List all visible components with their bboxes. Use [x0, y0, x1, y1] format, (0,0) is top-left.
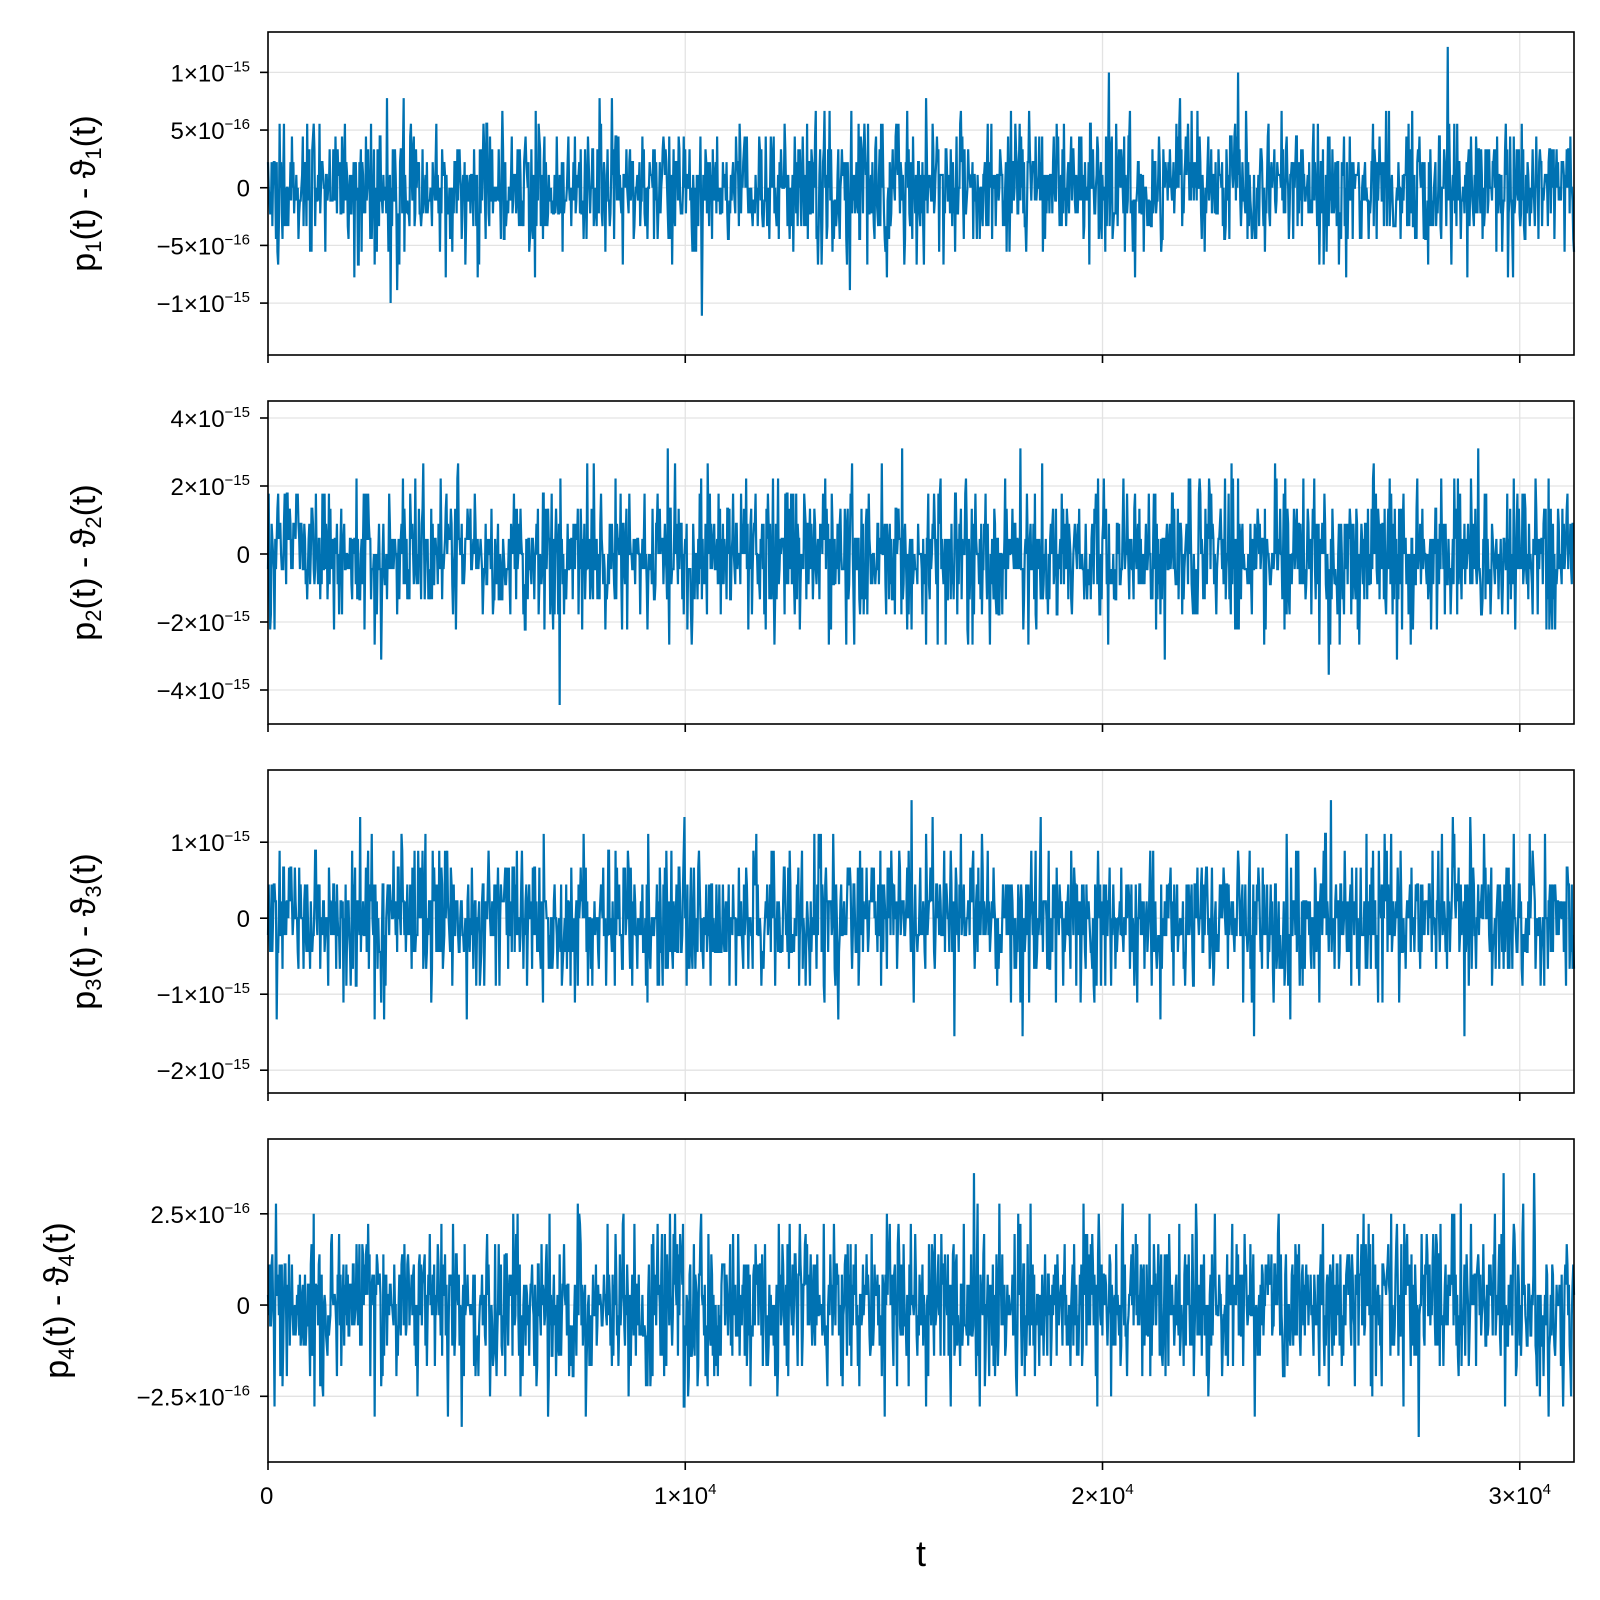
y-tick-label: −5×10−16: [156, 231, 250, 260]
y-tick-label: −4×10−15: [156, 676, 250, 705]
y-tick-label: 5×10−16: [170, 116, 250, 145]
axis-frame: [267, 769, 1575, 1094]
axis-frame: [267, 400, 1575, 725]
y-tick-label: −1×10−15: [156, 980, 250, 1009]
series-line: [266, 800, 1576, 1037]
axis-frame: [267, 1138, 1575, 1463]
x-tick-label: 3×104: [1489, 1481, 1551, 1510]
series-line: [266, 1173, 1576, 1437]
y-tick-label: 4×10−15: [170, 404, 250, 433]
y-tick-label: 1×10−15: [170, 828, 250, 857]
y-tick-label: 0: [237, 1293, 250, 1320]
y-axis-label: p3(t) - ϑ3(t): [65, 853, 106, 1009]
axis-frame: [267, 31, 1575, 356]
panel-4: 2.5×10−16 0 −2.5×10−16 p4(t) - ϑ4(t): [38, 1138, 1576, 1470]
y-axis-label: p1(t) - ϑ1(t): [65, 115, 106, 271]
panel-3: 1×10−15 0 −1×10−15 −2×10−15 p3(t) - ϑ3(t): [65, 769, 1576, 1101]
series-line: [266, 46, 1576, 316]
panel-1: 1×10−15 5×10−16 0 −5×10−16 −1×10−15 p1(t) - ϑ…: [65, 31, 1576, 363]
y-tick-label: 2.5×10−16: [150, 1200, 250, 1229]
y-tick-label: 0: [237, 176, 250, 203]
y-tick-label: 1×10−15: [170, 58, 250, 87]
y-tick-label: −2.5×10−16: [136, 1382, 250, 1411]
y-tick-label: 0: [237, 542, 250, 569]
y-tick-label: −2×10−15: [156, 1056, 250, 1085]
y-axis-label: p4(t) - ϑ4(t): [38, 1222, 79, 1378]
y-tick-label: 0: [237, 906, 250, 933]
series-line: [266, 448, 1574, 705]
x-tick-label: 2×104: [1071, 1481, 1133, 1510]
y-tick-label: −2×10−15: [156, 608, 250, 637]
x-tick-label: 0: [260, 1483, 273, 1510]
y-axis-label: p2(t) - ϑ2(t): [65, 484, 106, 640]
y-tick-label: 2×10−15: [170, 472, 250, 501]
x-tick-label: 1×104: [654, 1481, 716, 1510]
x-axis-label: t: [916, 1533, 926, 1574]
panel-2: 4×10−15 2×10−15 0 −2×10−15 −4×10−15 p2(t) - ϑ…: [65, 400, 1575, 732]
y-tick-label: −1×10−15: [156, 289, 250, 318]
